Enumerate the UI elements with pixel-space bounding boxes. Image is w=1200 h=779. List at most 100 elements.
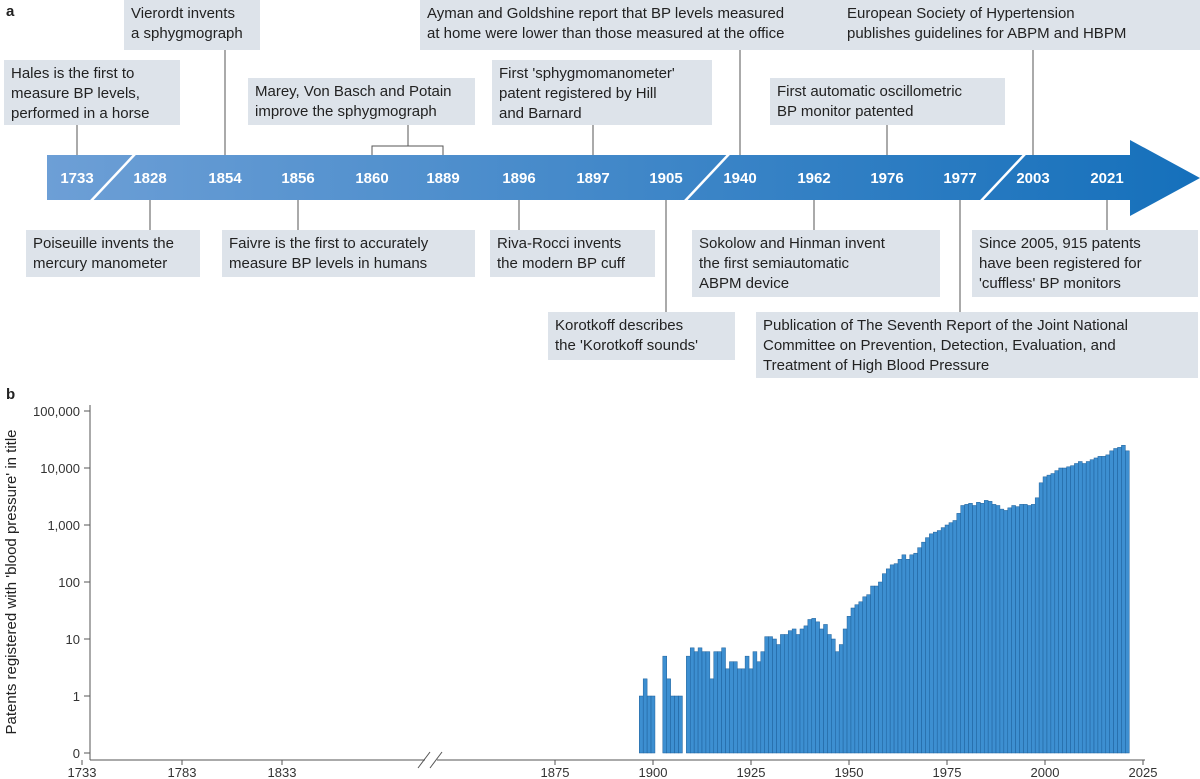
bar	[795, 634, 801, 754]
bar	[878, 581, 883, 754]
bar	[858, 601, 863, 754]
bar	[1046, 474, 1052, 754]
bar	[944, 524, 950, 754]
bar	[909, 554, 914, 754]
bar	[729, 661, 734, 754]
bar	[1074, 463, 1079, 754]
bar	[921, 541, 926, 754]
bar	[1097, 456, 1103, 754]
bar	[733, 661, 738, 754]
year-label: 1860	[355, 170, 388, 187]
event-text: have been registered for	[979, 255, 1142, 272]
bar	[1034, 497, 1040, 754]
event-text: mercury manometer	[33, 255, 167, 272]
event-text: Korotkoff describes	[555, 317, 683, 334]
bar	[803, 625, 809, 754]
year-label: 1889	[426, 170, 459, 187]
event-text: and Barnard	[499, 105, 582, 122]
event-text: the 'Korotkoff sounds'	[555, 337, 698, 354]
bar	[799, 628, 805, 754]
bar	[666, 678, 671, 754]
bar	[980, 503, 985, 754]
bar	[1023, 504, 1028, 754]
event-text: Poiseuille invents the	[33, 235, 174, 252]
bar	[917, 547, 922, 754]
x-tick-label: 1833	[268, 765, 297, 779]
event-box	[770, 78, 1005, 125]
event-text: Committee on Prevention, Detection, Eval…	[763, 337, 1116, 354]
bar	[823, 624, 828, 754]
bar	[815, 621, 820, 754]
event-text: Marey, Von Basch and Potain	[255, 83, 452, 100]
y-tick-label: 100,000	[33, 404, 80, 419]
bar	[1058, 467, 1063, 754]
panel-label: a	[6, 3, 15, 20]
bracket	[371, 145, 444, 155]
y-tick-label: 100	[58, 575, 80, 590]
bar	[1050, 473, 1056, 754]
timeline-arrow	[47, 140, 1200, 216]
event-text: the modern BP cuff	[497, 255, 626, 272]
event-text: the first semiautomatic	[699, 255, 850, 272]
bar	[835, 651, 840, 754]
y-tick-label: 10	[66, 632, 80, 647]
event-text: Hales is the first to	[11, 65, 134, 82]
y-axis-label: Patents registered with 'blood pressure'…	[3, 429, 20, 734]
bar	[995, 505, 1001, 754]
bar	[776, 644, 781, 754]
bar	[639, 695, 644, 754]
x-tick-label: 1875	[541, 765, 570, 779]
event-box	[420, 0, 840, 50]
bar	[693, 651, 699, 754]
bar	[1042, 476, 1048, 754]
event-text: Treatment of High Blood Pressure	[763, 357, 989, 374]
event-text: ABPM device	[699, 275, 789, 292]
bar	[674, 695, 679, 754]
bar	[1101, 456, 1107, 754]
bar	[1070, 465, 1075, 754]
axis-break	[417, 751, 431, 769]
bar	[752, 651, 758, 754]
bar	[838, 644, 844, 754]
event-text: patent registered by Hill	[499, 85, 657, 102]
bar	[960, 505, 965, 754]
bar	[983, 500, 989, 754]
bar	[1031, 504, 1036, 754]
bar	[905, 559, 911, 754]
bar	[721, 647, 726, 754]
year-label: 1976	[870, 170, 903, 187]
bar	[936, 530, 942, 754]
event-text: Since 2005, 915 patents	[979, 235, 1141, 252]
event-text: measure BP levels,	[11, 85, 140, 102]
bar	[705, 651, 711, 754]
x-tick-label: 1925	[737, 765, 766, 779]
bar	[882, 573, 887, 754]
year-label: 2003	[1016, 170, 1049, 187]
x-tick-label: 1783	[168, 765, 197, 779]
bar	[1093, 457, 1099, 754]
bar	[901, 554, 907, 754]
event-box	[840, 0, 1200, 50]
bar	[842, 628, 848, 754]
bar	[1125, 450, 1130, 754]
bar	[725, 668, 730, 754]
bar	[956, 513, 961, 754]
bar	[972, 505, 977, 754]
bar	[1015, 506, 1020, 754]
bar	[697, 647, 703, 754]
bar	[885, 568, 891, 754]
y-tick-label: 1,000	[47, 518, 80, 533]
bar	[811, 618, 816, 754]
bar	[1121, 445, 1126, 754]
bar	[1019, 504, 1024, 754]
year-label: 1854	[208, 170, 242, 187]
divider	[89, 152, 137, 203]
event-text: a sphygmograph	[131, 25, 243, 42]
x-tick-label: 1975	[933, 765, 962, 779]
bar	[850, 607, 856, 754]
bar	[1027, 505, 1032, 754]
bar	[807, 619, 813, 754]
bar	[940, 527, 946, 754]
bar	[866, 594, 871, 754]
bar	[646, 695, 652, 754]
